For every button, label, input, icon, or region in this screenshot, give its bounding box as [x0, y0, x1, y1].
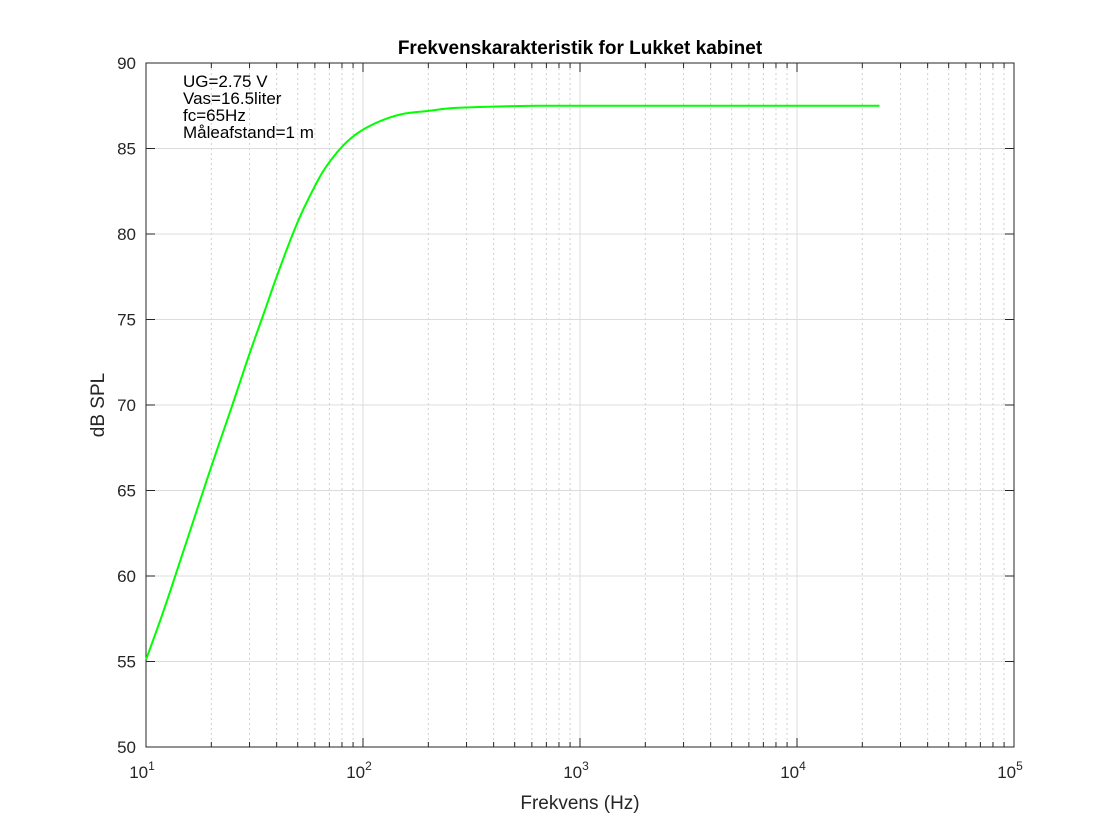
series	[145, 104, 880, 661]
series-line	[145, 104, 880, 661]
x-tick-label: 101	[129, 759, 155, 782]
labels: 101 102 103 104 105 50 55 60 65 70 75 80 85 90	[117, 54, 1023, 782]
x-tick-label: 104	[780, 759, 806, 782]
y-axis-label: dB SPL	[88, 373, 109, 437]
chart-title: Frekvenskarakteristik for Lukket kabinet	[398, 38, 763, 59]
x-tick-label: 105	[997, 759, 1023, 782]
x-tick-label: 102	[346, 759, 372, 782]
y-tick-label: 70	[117, 396, 136, 415]
ticks	[145, 62, 1015, 748]
y-tick-label: 60	[117, 567, 136, 586]
y-tick-label: 55	[117, 653, 136, 672]
grid	[146, 63, 1014, 747]
y-tick-label: 65	[117, 482, 136, 501]
annotation-ug: UG=2.75 V	[183, 72, 268, 91]
annotation-vas: Vas=16.5liter	[183, 89, 282, 108]
x-tick-label: 103	[563, 759, 589, 782]
y-tick-label: 50	[117, 738, 136, 757]
y-tick-label: 85	[117, 140, 136, 159]
y-tick-label: 75	[117, 311, 136, 330]
x-axis-label: Frekvens (Hz)	[520, 793, 639, 814]
y-tick-label: 80	[117, 225, 136, 244]
annotation-distance: Måleafstand=1 m	[183, 123, 314, 142]
y-tick-label: 90	[117, 54, 136, 73]
annotation-fc: fc=65Hz	[183, 106, 246, 125]
